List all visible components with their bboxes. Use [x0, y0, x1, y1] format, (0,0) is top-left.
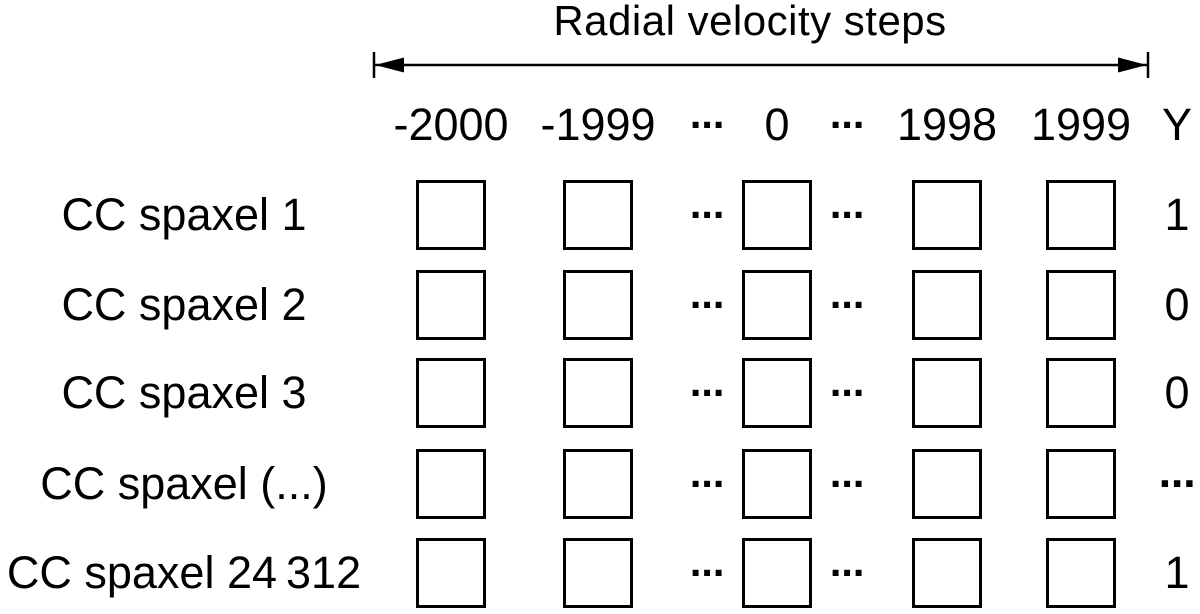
- matrix-cell-box: [912, 449, 982, 519]
- matrix-cell-box: [563, 180, 633, 250]
- row-ellipsis: ···: [829, 549, 867, 596]
- matrix-cell-box: [742, 270, 812, 340]
- y-value: 0: [1164, 279, 1190, 330]
- row-label: CC spaxel 1: [61, 189, 307, 240]
- row-ellipsis: ···: [829, 191, 867, 238]
- matrix-cell-box: [416, 358, 486, 428]
- matrix-cell-box: [563, 270, 633, 340]
- column-header-row: -2000 -1999 ··· 0 ··· 1998 1999 Y: [0, 99, 1200, 150]
- matrix-cell-box: [912, 270, 982, 340]
- matrix-cell-box: [1046, 180, 1116, 250]
- matrix-row-2: CC spaxel 2 ··· ··· 0: [0, 270, 1200, 340]
- matrix-cell-box: [563, 538, 633, 608]
- range-double-arrow: [372, 52, 1150, 78]
- right-arrowhead-icon: [1118, 57, 1147, 73]
- row-ellipsis: ···: [689, 369, 727, 416]
- matrix-cell-box: [563, 449, 633, 519]
- column-header-neg2000: -2000: [393, 99, 509, 150]
- matrix-cell-box: [742, 180, 812, 250]
- matrix-row-1: CC spaxel 1 ··· ··· 1: [0, 180, 1200, 250]
- matrix-cell-box: [563, 358, 633, 428]
- row-ellipsis: ···: [689, 460, 727, 507]
- matrix-cell-box: [416, 449, 486, 519]
- row-label: CC spaxel (...): [40, 458, 328, 509]
- row-ellipsis: ···: [829, 369, 867, 416]
- column-header-ellipsis-1: ···: [689, 101, 727, 148]
- column-header-zero: 0: [764, 99, 790, 150]
- row-ellipsis: ···: [829, 281, 867, 328]
- row-label: CC spaxel 3: [61, 367, 307, 418]
- matrix-cell-box: [416, 270, 486, 340]
- column-header-neg1999: -1999: [540, 99, 656, 150]
- matrix-cell-box: [912, 180, 982, 250]
- matrix-cell-box: [912, 358, 982, 428]
- y-value: 1: [1164, 547, 1190, 598]
- row-ellipsis: ···: [689, 549, 727, 596]
- row-ellipsis: ···: [689, 191, 727, 238]
- matrix-cell-box: [1046, 270, 1116, 340]
- matrix-cell-box: [912, 538, 982, 608]
- matrix-cell-box: [416, 538, 486, 608]
- y-value: 0: [1164, 367, 1190, 418]
- column-header-ellipsis-2: ···: [829, 101, 867, 148]
- row-label: CC spaxel 24 312: [6, 547, 362, 598]
- row-label: CC spaxel 2: [61, 279, 307, 330]
- column-header-1999: 1999: [1030, 99, 1132, 150]
- matrix-cell-box: [1046, 358, 1116, 428]
- matrix-cell-box: [742, 538, 812, 608]
- row-ellipsis: ···: [829, 460, 867, 507]
- matrix-row-5: CC spaxel 24 312 ··· ··· 1: [0, 538, 1200, 608]
- matrix-cell-box: [742, 358, 812, 428]
- matrix-cell-box: [1046, 449, 1116, 519]
- figure-title: Radial velocity steps: [553, 0, 947, 44]
- matrix-cell-box: [416, 180, 486, 250]
- left-arrowhead-icon: [375, 57, 404, 73]
- column-header-y: Y: [1161, 99, 1192, 150]
- row-ellipsis: ···: [689, 281, 727, 328]
- matrix-row-3: CC spaxel 3 ··· ··· 0: [0, 358, 1200, 428]
- y-value-ellipsis: ···: [1158, 458, 1199, 509]
- matrix-cell-box: [742, 449, 812, 519]
- column-header-1998: 1998: [896, 99, 998, 150]
- matrix-row-4: CC spaxel (...) ··· ··· ···: [0, 449, 1200, 519]
- y-value: 1: [1164, 189, 1190, 240]
- matrix-cell-box: [1046, 538, 1116, 608]
